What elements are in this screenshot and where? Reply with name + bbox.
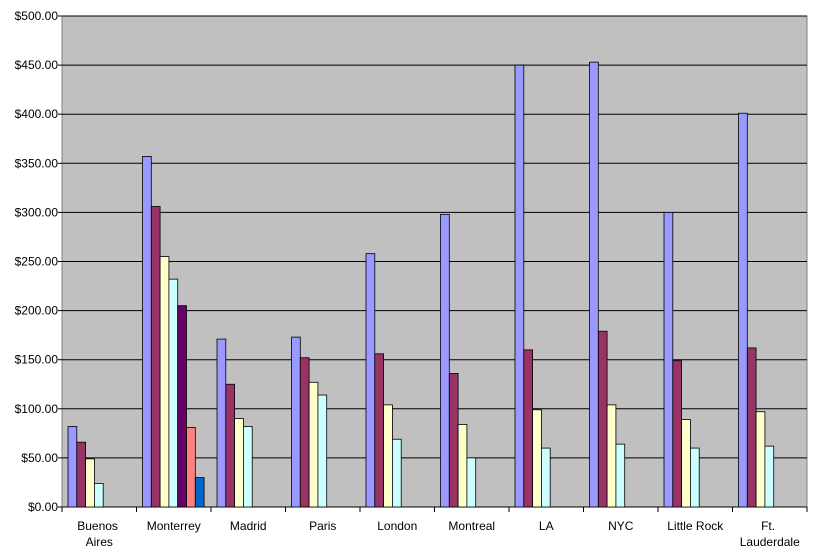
x-tick-label: Montreal xyxy=(448,519,495,533)
bar xyxy=(746,347,757,508)
bar xyxy=(150,206,161,508)
bar xyxy=(177,305,187,508)
y-tick-label: $450.00 xyxy=(15,58,59,72)
bar xyxy=(764,445,775,508)
bar xyxy=(142,156,152,508)
bar xyxy=(589,61,599,508)
bar xyxy=(299,357,310,508)
bar xyxy=(383,404,393,508)
bar xyxy=(606,404,617,508)
bar xyxy=(597,330,608,508)
bar xyxy=(457,424,468,508)
bar xyxy=(94,483,104,508)
bar xyxy=(448,373,459,508)
bar xyxy=(308,381,319,508)
x-tick-label: Monterrey xyxy=(147,519,201,533)
bar xyxy=(514,64,525,508)
bar xyxy=(317,394,328,508)
bar xyxy=(755,411,766,508)
bar xyxy=(663,211,674,508)
bar xyxy=(681,419,691,508)
y-tick-label: $500.00 xyxy=(15,9,59,23)
bar xyxy=(168,278,179,508)
bar xyxy=(216,338,227,508)
bar xyxy=(365,253,376,508)
x-tick-label: NYC xyxy=(608,519,634,533)
bar xyxy=(440,213,450,508)
bar xyxy=(374,353,384,508)
bar xyxy=(234,418,244,508)
bar xyxy=(159,256,170,508)
x-tick-label: Buenos Aires xyxy=(77,519,121,549)
x-tick-label: LA xyxy=(539,519,554,533)
x-tick-label: Little Rock xyxy=(667,519,724,533)
y-tick-label: $150.00 xyxy=(15,353,59,367)
bar xyxy=(532,409,542,508)
bar xyxy=(194,477,205,508)
bar xyxy=(291,336,301,508)
bar xyxy=(541,447,551,508)
bar xyxy=(690,447,700,508)
bar xyxy=(225,383,236,508)
bar xyxy=(242,426,253,508)
x-tick-label: Madrid xyxy=(230,519,267,533)
bar xyxy=(391,438,402,508)
bar xyxy=(67,426,78,508)
bar xyxy=(672,360,682,508)
y-tick-label: $0.00 xyxy=(28,500,58,514)
y-tick-label: $100.00 xyxy=(15,402,59,416)
x-tick-label: Ft. Lauderdale xyxy=(740,519,800,549)
bar xyxy=(738,112,748,508)
bar xyxy=(466,457,477,508)
y-tick-label: $350.00 xyxy=(15,156,59,170)
y-tick-label: $300.00 xyxy=(15,205,59,219)
bar xyxy=(186,427,196,508)
bar xyxy=(76,441,87,508)
y-tick-label: $50.00 xyxy=(21,451,58,465)
y-tick-label: $200.00 xyxy=(15,304,59,318)
y-tick-label: $250.00 xyxy=(15,255,59,269)
bar xyxy=(523,349,533,508)
bar xyxy=(615,443,626,508)
x-tick-label: London xyxy=(377,519,417,533)
bar xyxy=(85,458,95,508)
y-tick-label: $400.00 xyxy=(15,107,59,121)
x-tick-label: Paris xyxy=(309,519,336,533)
